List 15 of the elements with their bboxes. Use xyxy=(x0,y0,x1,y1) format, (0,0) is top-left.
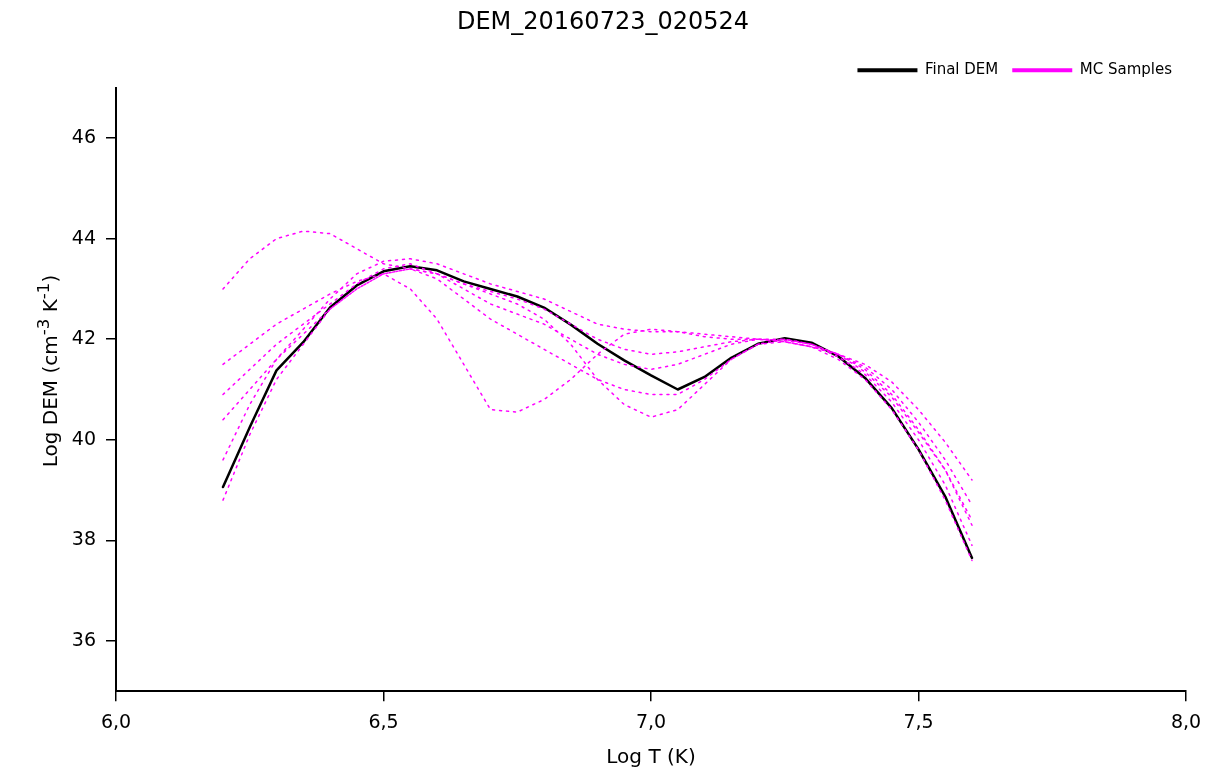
x-axis-title: Log T (K) xyxy=(606,744,696,769)
x-tick-label: 6,0 xyxy=(100,709,132,732)
chart-title: DEM_20160723_020524 xyxy=(456,6,750,35)
y-tick-label: 42 xyxy=(71,326,96,349)
x-tick-label: 6,5 xyxy=(368,709,399,732)
y-tick-label: 36 xyxy=(71,627,96,650)
x-tick-label: 8,0 xyxy=(1170,709,1202,732)
x-tick-label: 7,5 xyxy=(903,709,934,732)
x-tick-label: 7,0 xyxy=(635,709,667,732)
y-tick-label: 40 xyxy=(71,426,96,449)
legend-label: MC Samples xyxy=(1079,60,1173,79)
y-tick-label: 46 xyxy=(71,125,96,148)
legend-label: Final DEM xyxy=(924,60,999,79)
y-tick-label: 44 xyxy=(71,225,96,248)
y-tick-label: 38 xyxy=(71,527,96,550)
